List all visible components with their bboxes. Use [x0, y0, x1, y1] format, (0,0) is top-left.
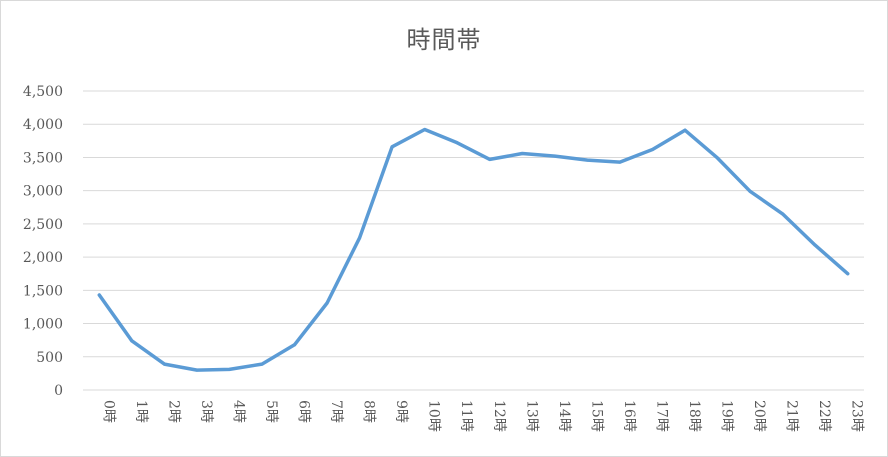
y-tick-label: 2,500	[23, 217, 63, 233]
data-point	[813, 243, 817, 247]
y-tick-label: 1,500	[23, 283, 63, 299]
x-tick-label: 6時	[296, 400, 312, 423]
y-tick-label: 0	[54, 383, 63, 399]
x-tick-label: 7時	[328, 400, 344, 423]
y-tick-label: 4,000	[23, 117, 63, 133]
data-point	[683, 128, 687, 132]
y-axis-ticks: 0 500 1,000 1,500 2,000 2,500 3,000 3,500 4,000 4…	[23, 84, 63, 399]
data-point	[390, 145, 394, 149]
x-tick-label: 17時	[653, 400, 669, 432]
x-tick-label: 15時	[588, 400, 604, 432]
x-tick-label: 13時	[523, 400, 539, 432]
data-point	[488, 157, 492, 161]
data-point	[97, 293, 101, 297]
data-point	[650, 147, 654, 151]
x-tick-label: 11時	[458, 400, 474, 432]
x-tick-label: 1時	[133, 400, 149, 423]
x-tick-label: 22時	[816, 400, 832, 432]
y-tick-label: 3,000	[23, 184, 63, 200]
x-tick-label: 23時	[849, 400, 865, 432]
gridlines	[83, 90, 864, 391]
x-tick-label: 0時	[100, 400, 116, 423]
data-point	[618, 160, 622, 164]
data-point	[293, 343, 297, 347]
x-tick-label: 9時	[393, 400, 409, 423]
data-point	[227, 367, 231, 371]
y-tick-label: 500	[36, 350, 63, 366]
x-tick-label: 3時	[198, 400, 214, 423]
x-tick-label: 19時	[719, 400, 735, 432]
x-tick-label: 10時	[426, 400, 442, 432]
data-point	[423, 128, 427, 132]
data-point	[553, 154, 557, 158]
data-point	[716, 156, 720, 160]
series-layer	[97, 127, 850, 372]
data-point	[748, 189, 752, 193]
data-point	[325, 301, 329, 305]
data-point	[520, 151, 524, 155]
x-tick-label: 12時	[491, 400, 507, 432]
chart-title: 時間帯	[406, 26, 482, 54]
x-tick-label: 2時	[165, 400, 181, 423]
x-tick-label: 16時	[621, 400, 637, 432]
x-tick-label: 18時	[686, 400, 702, 432]
y-tick-label: 2,000	[23, 250, 63, 266]
y-tick-label: 1,000	[23, 317, 63, 333]
data-point	[455, 141, 459, 145]
y-tick-label: 3,500	[23, 150, 63, 166]
x-tick-label: 21時	[784, 400, 800, 432]
data-point	[195, 368, 199, 372]
y-tick-label: 4,500	[23, 84, 63, 100]
data-point	[130, 339, 134, 343]
x-tick-label: 20時	[751, 400, 767, 432]
x-tick-label: 4時	[230, 400, 246, 423]
x-tick-label: 8時	[361, 400, 377, 423]
data-point	[585, 158, 589, 162]
data-point	[846, 272, 850, 276]
series-line	[97, 127, 850, 372]
data-point	[781, 212, 785, 216]
x-axis-ticks: 0時 1時 2時 3時 4時 5時 6時 7時 8時 9時 10時 11時 12時 13時 14時 15時 16…	[100, 400, 864, 432]
data-point	[260, 362, 264, 366]
x-tick-label: 14時	[556, 400, 572, 432]
data-point	[162, 362, 166, 366]
data-point	[358, 236, 362, 240]
x-tick-label: 5時	[263, 400, 279, 423]
